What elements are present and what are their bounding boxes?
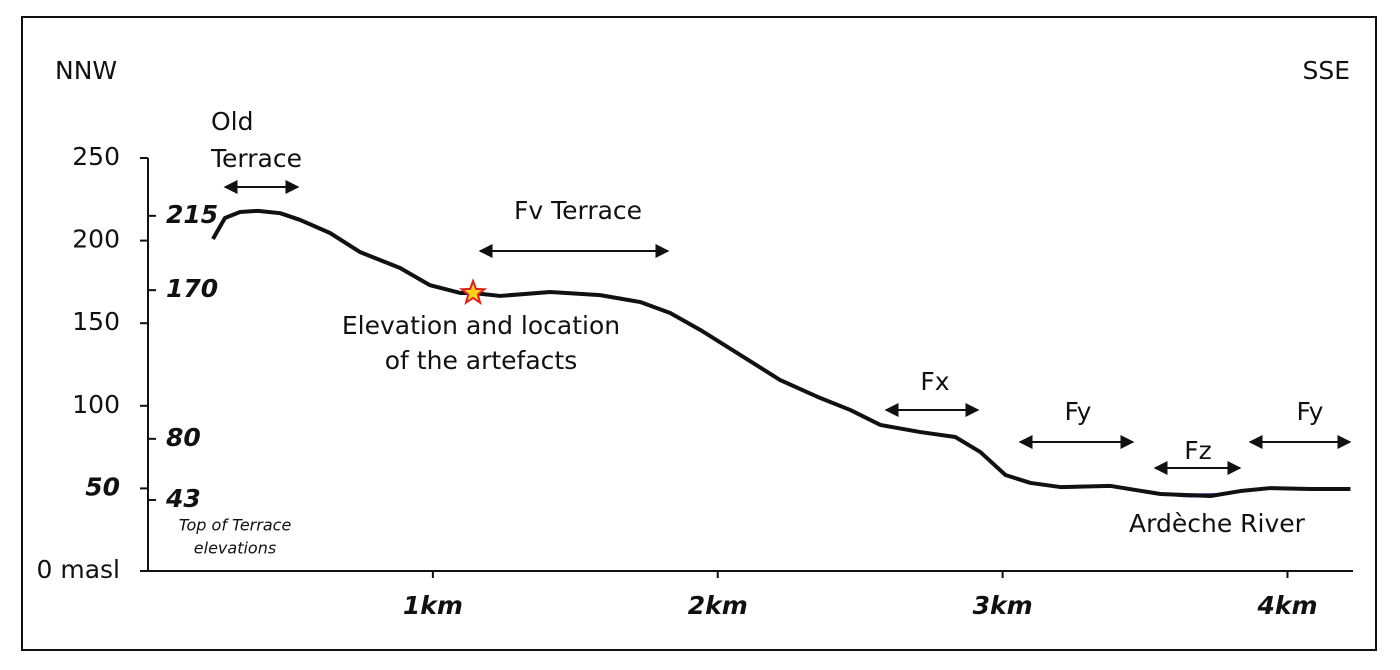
annotation: Fx bbox=[920, 367, 949, 396]
y-tick-label: 100 bbox=[72, 390, 120, 419]
y-tick-label: 50 bbox=[85, 472, 120, 501]
elevation-label: 215 bbox=[166, 200, 218, 229]
profile-line bbox=[211, 208, 1351, 498]
annotation: Terrace bbox=[210, 144, 302, 173]
y-tick-label: 150 bbox=[72, 307, 120, 336]
x-tick-label: 2km bbox=[688, 591, 748, 620]
elevation-title: elevations bbox=[194, 539, 276, 558]
annotation: Fz bbox=[1184, 436, 1212, 465]
y-tick-label: 250 bbox=[72, 142, 120, 171]
annotation: Fy bbox=[1297, 397, 1324, 426]
annotation: Fv Terrace bbox=[514, 196, 642, 225]
x-tick-label: 1km bbox=[403, 591, 463, 620]
x-tick-label: 4km bbox=[1256, 591, 1317, 620]
x-tick-label: 3km bbox=[973, 591, 1033, 620]
direction-left: NNW bbox=[55, 56, 117, 85]
annotation: Old bbox=[211, 107, 254, 136]
artefact-label: Elevation and location bbox=[342, 311, 620, 340]
y-tick-label: 0 masl bbox=[37, 555, 121, 584]
elevation-label: 43 bbox=[165, 484, 201, 513]
elevation-label: 80 bbox=[166, 423, 201, 452]
annotation: Fy bbox=[1065, 397, 1092, 426]
direction-right: SSE bbox=[1302, 56, 1350, 85]
artefact-label: of the artefacts bbox=[385, 346, 578, 375]
elevation-title: Top of Terrace bbox=[179, 516, 292, 535]
river-label: Ardèche River bbox=[1129, 509, 1306, 538]
elevation-label: 170 bbox=[166, 274, 218, 303]
frame bbox=[21, 16, 1377, 651]
artefact-star bbox=[458, 278, 488, 306]
y-tick-label: 200 bbox=[72, 225, 120, 254]
